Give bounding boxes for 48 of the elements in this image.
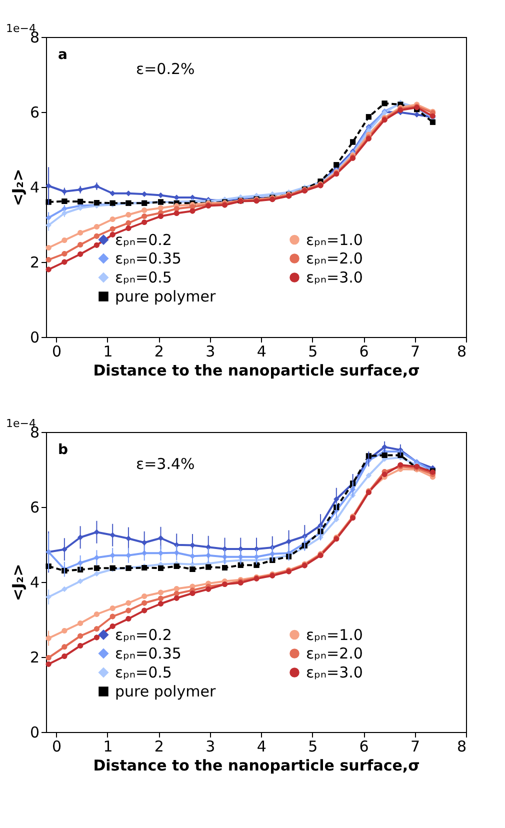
x-tick-label: 3	[206, 342, 216, 360]
x-tick-label: 7	[410, 738, 420, 756]
legend-label: εₚₙ=2.0	[306, 250, 363, 268]
legend-label: εₚₙ=3.0	[306, 664, 363, 682]
legend-label: εₚₙ=0.5	[115, 664, 172, 682]
x-axis-title: Distance to the nanoparticle surface,σ	[93, 362, 420, 380]
legend-label: εₚₙ=0.35	[115, 250, 182, 268]
y-tick-label: 0	[30, 328, 40, 346]
y-tick-label: 2	[30, 254, 40, 272]
legend-label: εₚₙ=0.5	[115, 268, 172, 286]
y-tick-label: 0	[30, 724, 40, 742]
legend-label: pure polymer	[115, 288, 216, 306]
x-tick-label: 3	[206, 738, 216, 756]
x-tick-label: 7	[410, 342, 420, 360]
y-tick-label: 4	[30, 574, 40, 592]
x-tick-label: 6	[359, 738, 369, 756]
legend-label: εₚₙ=2.0	[306, 644, 363, 662]
x-tick-label: 1	[103, 342, 113, 360]
legend-label: εₚₙ=0.35	[115, 644, 182, 662]
x-tick-label: 4	[256, 342, 266, 360]
x-tick-label: 8	[456, 342, 466, 360]
annotation: b	[58, 442, 68, 458]
x-axis-title: Distance to the nanoparticle surface,σ	[93, 756, 420, 774]
legend-label: εₚₙ=0.2	[115, 230, 172, 249]
x-tick-label: 2	[154, 738, 164, 756]
y-axis-title: <J₂>	[8, 564, 27, 602]
y-tick-label: 6	[30, 498, 40, 516]
annotation: a	[58, 47, 68, 63]
legend-label: pure polymer	[115, 682, 216, 700]
legend-label: εₚₙ=1.0	[306, 626, 363, 644]
y-axis-title: <J₂>	[8, 168, 27, 206]
annotation: ε=0.2%	[136, 60, 195, 78]
y-tick-label: 4	[30, 178, 40, 196]
y-tick-label: 6	[30, 104, 40, 122]
legend-label: εₚₙ=1.0	[306, 230, 363, 249]
x-tick-label: 5	[308, 738, 318, 756]
x-tick-label: 4	[256, 738, 266, 756]
x-tick-label: 5	[308, 342, 318, 360]
x-tick-label: 8	[456, 738, 466, 756]
x-tick-label: 0	[52, 738, 62, 756]
y-tick-label: 2	[30, 648, 40, 666]
x-tick-label: 0	[52, 342, 62, 360]
x-tick-label: 1	[103, 738, 113, 756]
x-tick-label: 2	[154, 342, 164, 360]
annotation: ε=3.4%	[136, 455, 195, 473]
legend-label: εₚₙ=3.0	[306, 268, 363, 286]
x-tick-label: 6	[359, 342, 369, 360]
legend-label: εₚₙ=0.2	[115, 626, 172, 644]
